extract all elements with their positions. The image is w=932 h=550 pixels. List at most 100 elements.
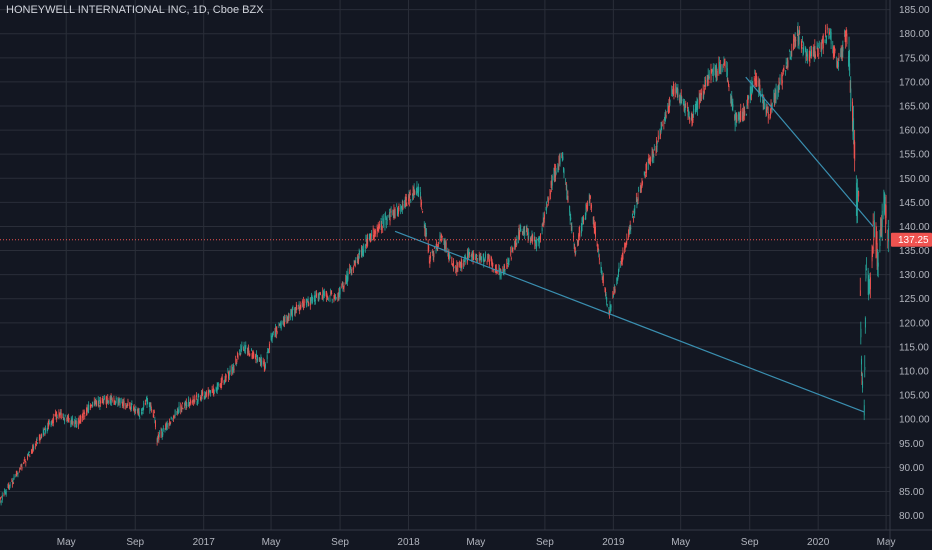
candle-up — [789, 50, 791, 52]
candle-down — [16, 473, 18, 475]
candle-up — [420, 192, 421, 199]
candle-down — [310, 299, 311, 306]
candle-down — [875, 231, 877, 258]
candle-up — [657, 141, 659, 142]
candle-up — [840, 54, 842, 57]
candle-up — [775, 89, 777, 99]
candle-up — [251, 349, 252, 351]
candle-down — [377, 224, 379, 227]
candle-down — [243, 346, 245, 351]
candle-up — [712, 66, 714, 76]
candle-down — [526, 229, 527, 232]
candle-down — [291, 308, 293, 314]
candle-up — [726, 65, 728, 75]
candle-up — [581, 221, 583, 231]
candle-up — [169, 423, 171, 426]
candle-down — [860, 290, 861, 296]
candle-up — [616, 278, 618, 281]
candle-up — [688, 111, 690, 118]
candle-up — [758, 83, 760, 95]
candle-up — [653, 156, 655, 158]
candle-up — [328, 298, 329, 300]
candle-up — [789, 54, 791, 56]
candle-down — [723, 63, 724, 65]
candle-down — [672, 86, 674, 88]
candle-down — [67, 416, 69, 419]
candle-down — [838, 56, 840, 58]
candle-down — [836, 60, 838, 66]
candle-down — [549, 189, 551, 196]
candle-up — [867, 270, 869, 282]
candle-down — [728, 82, 729, 86]
candle-down — [155, 420, 156, 427]
candle-up — [761, 93, 763, 96]
candle-down — [444, 241, 445, 249]
candle-down — [759, 84, 761, 92]
candle-down — [642, 182, 644, 184]
candle-down — [354, 260, 356, 264]
candle-up — [453, 266, 455, 268]
x-tick-label: 2019 — [602, 537, 625, 548]
candle-down — [425, 230, 427, 237]
candle-up — [700, 93, 702, 97]
candle-down — [325, 292, 327, 296]
candle-up — [547, 197, 549, 202]
candle-up — [147, 401, 149, 404]
candle-up — [324, 291, 325, 296]
candle-down — [613, 289, 615, 295]
candle-up — [71, 417, 72, 425]
candle-up — [863, 405, 865, 416]
candle-up — [535, 241, 537, 246]
candle-down — [32, 446, 34, 451]
candle-down — [872, 246, 874, 250]
candle-up — [271, 336, 273, 339]
candle-down — [743, 107, 745, 119]
candle-down — [320, 292, 321, 295]
y-tick-label: 175.00 — [899, 53, 930, 64]
candle-down — [698, 96, 700, 105]
x-tick-label: May — [466, 537, 485, 548]
candle-up — [235, 363, 237, 365]
candle-down — [842, 50, 843, 56]
candle-down — [252, 352, 254, 357]
candle-up — [874, 220, 875, 238]
candle-up — [9, 484, 11, 487]
candle-down — [105, 400, 107, 403]
candle-down — [331, 293, 333, 294]
candle-up — [857, 189, 859, 210]
candle-up — [366, 237, 368, 245]
candle-down — [8, 485, 9, 489]
candle-down — [408, 195, 410, 202]
candle-up — [134, 409, 136, 412]
candle-down — [156, 438, 158, 443]
candle-down — [478, 255, 480, 261]
candle-down — [583, 217, 585, 220]
candle-down — [406, 197, 407, 201]
candle-down — [366, 243, 367, 247]
candle-down — [27, 456, 29, 460]
x-tick-label: Sep — [741, 537, 759, 548]
candle-down — [259, 358, 260, 362]
candle-up — [126, 403, 128, 408]
candle-up — [836, 57, 838, 67]
candle-down — [341, 283, 343, 288]
candle-down — [189, 399, 191, 403]
candle-up — [812, 51, 814, 56]
candle-up — [706, 77, 708, 83]
candle-up — [716, 67, 718, 76]
candle-down — [430, 255, 431, 259]
candle-up — [141, 409, 142, 411]
candle-down — [118, 398, 120, 403]
candle-down — [510, 251, 512, 256]
candle-up — [605, 293, 607, 299]
candle-up — [119, 398, 121, 406]
candle-up — [17, 472, 19, 474]
candle-down — [48, 423, 49, 430]
candle-up — [216, 389, 218, 391]
candle-down — [597, 244, 599, 251]
candle-down — [872, 220, 874, 225]
candle-up — [539, 240, 540, 244]
candle-down — [41, 434, 43, 439]
candle-up — [197, 396, 199, 402]
candle-up — [633, 213, 635, 215]
